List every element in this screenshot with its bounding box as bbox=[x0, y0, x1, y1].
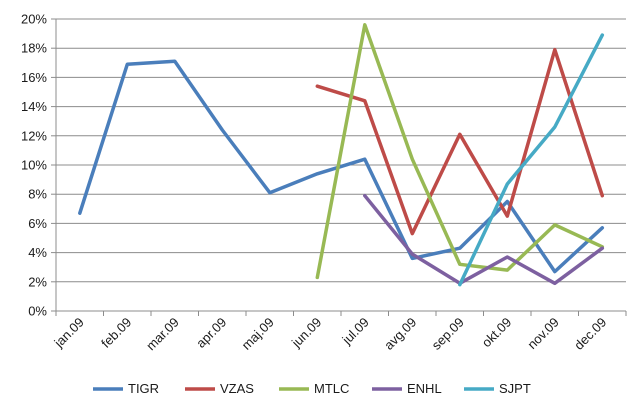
y-tick-label: 18% bbox=[21, 41, 47, 56]
y-tick-label: 16% bbox=[21, 70, 47, 85]
y-tick-label: 0% bbox=[28, 304, 47, 319]
y-tick-label: 2% bbox=[28, 274, 47, 289]
gridlines bbox=[56, 18, 626, 283]
legend-label-enhl: ENHL bbox=[407, 381, 442, 396]
legend-label-sjpt: SJPT bbox=[499, 381, 531, 396]
y-tick-label: 14% bbox=[21, 99, 47, 114]
series-line-enhl bbox=[363, 193, 605, 286]
legend-label-vzas: VZAS bbox=[220, 381, 254, 396]
y-tick-label: 6% bbox=[28, 216, 47, 231]
y-axis-tick-labels: 0% 2% 4% 6% 8% 10% 12% 14% 16% 18% 20% bbox=[21, 12, 47, 319]
y-tick-label: 20% bbox=[21, 12, 47, 27]
series-line-mtlc bbox=[315, 23, 605, 280]
legend: TIGR VZAS MTLC ENHL SJPT bbox=[93, 381, 531, 396]
y-tick-label: 10% bbox=[21, 158, 47, 173]
y-tick-label: 12% bbox=[21, 128, 47, 143]
y-tick-label: 8% bbox=[28, 187, 47, 202]
legend-label-mtlc: MTLC bbox=[314, 381, 349, 396]
y-tick-label: 4% bbox=[28, 245, 47, 260]
series-line-vzas bbox=[315, 47, 605, 236]
series-line-sjpt bbox=[458, 33, 605, 287]
axes bbox=[51, 18, 627, 316]
legend-label-tigr: TIGR bbox=[128, 381, 159, 396]
series-line-tigr bbox=[78, 59, 605, 274]
series-lines bbox=[78, 23, 605, 287]
